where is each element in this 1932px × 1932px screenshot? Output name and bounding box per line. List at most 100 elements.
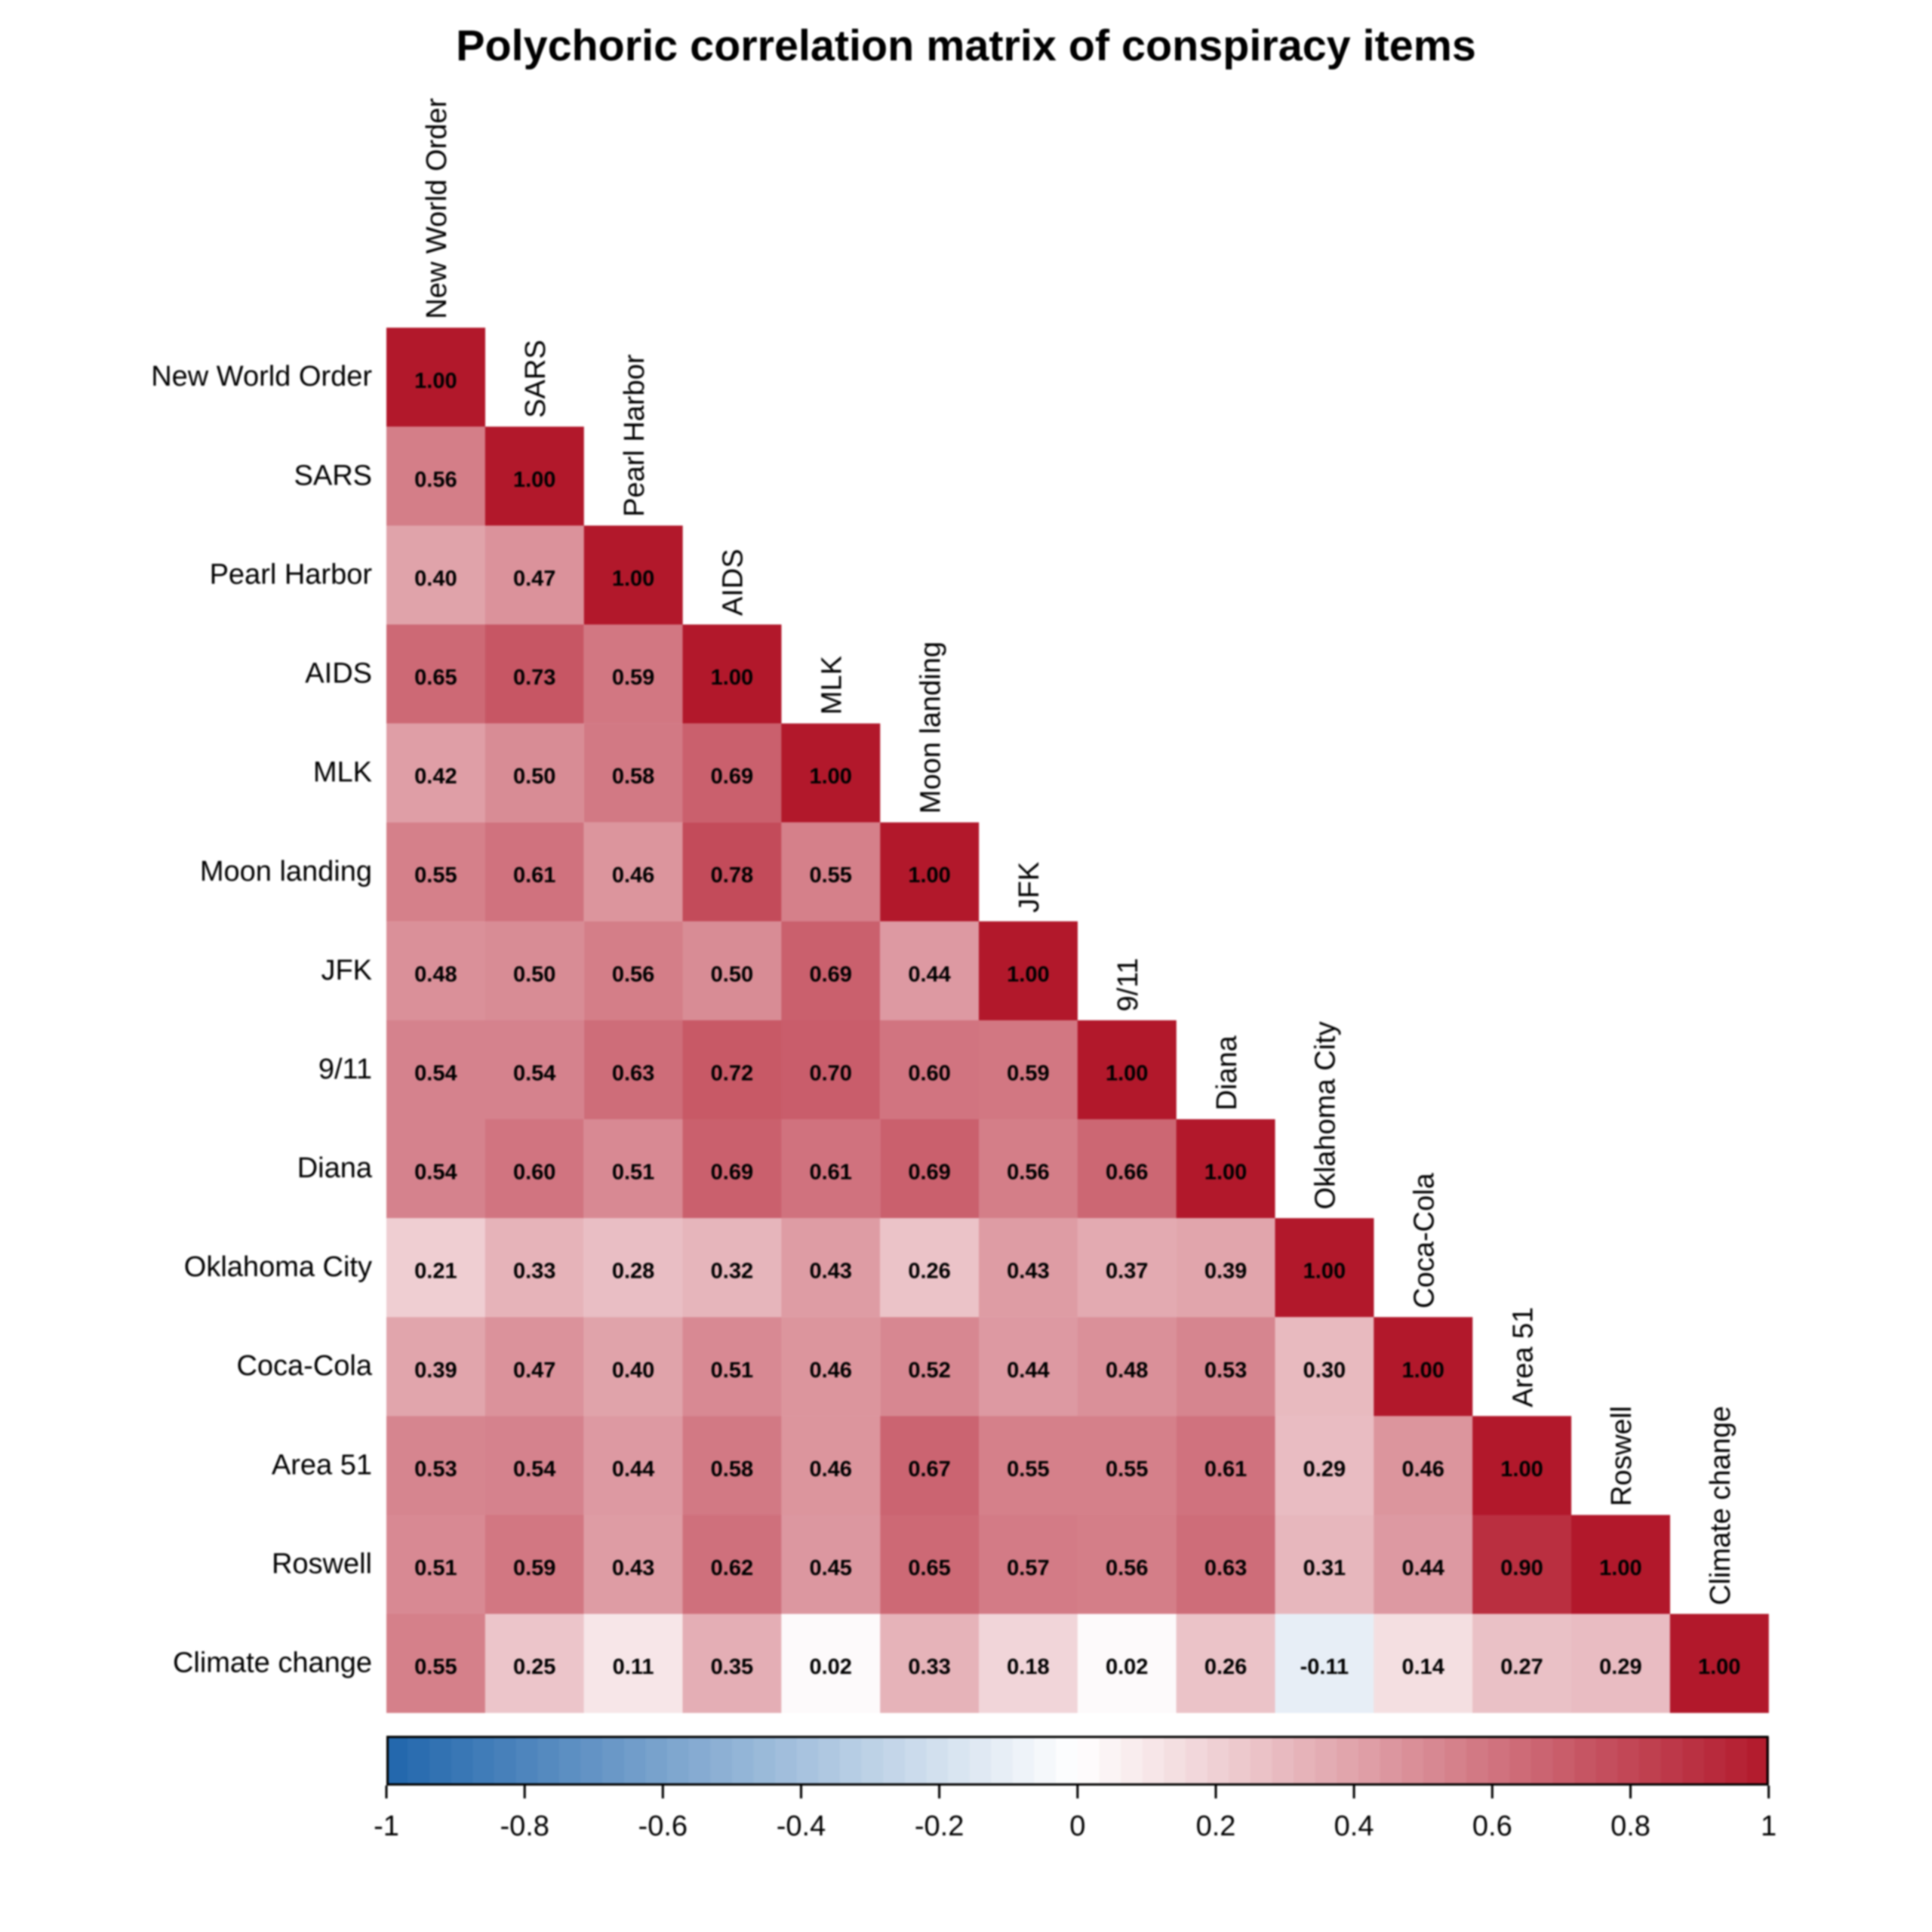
- svg-text:0.33: 0.33: [908, 1655, 950, 1679]
- svg-text:0.44: 0.44: [1401, 1556, 1444, 1580]
- svg-text:Pearl Harbor: Pearl Harbor: [210, 559, 373, 591]
- svg-text:0.65: 0.65: [414, 666, 457, 690]
- svg-text:0.40: 0.40: [414, 567, 457, 591]
- svg-text:0.54: 0.54: [513, 1062, 555, 1086]
- svg-text:0.62: 0.62: [711, 1556, 753, 1580]
- svg-text:0.60: 0.60: [513, 1161, 555, 1185]
- svg-text:0.8: 0.8: [1611, 1810, 1651, 1842]
- svg-text:SARS: SARS: [520, 340, 552, 417]
- svg-text:0.25: 0.25: [513, 1655, 555, 1679]
- svg-text:0.02: 0.02: [1106, 1655, 1148, 1679]
- svg-text:1.00: 1.00: [1007, 962, 1049, 986]
- svg-text:0.65: 0.65: [908, 1556, 950, 1580]
- svg-text:1.00: 1.00: [1500, 1457, 1543, 1481]
- svg-text:1.00: 1.00: [612, 567, 654, 591]
- svg-text:0.50: 0.50: [711, 962, 753, 986]
- svg-text:1.00: 1.00: [513, 468, 555, 492]
- svg-text:0.29: 0.29: [1599, 1655, 1641, 1679]
- svg-text:0.30: 0.30: [1303, 1358, 1346, 1383]
- svg-text:0.26: 0.26: [1204, 1655, 1247, 1679]
- svg-text:Pearl Harbor: Pearl Harbor: [619, 354, 651, 517]
- svg-text:0.43: 0.43: [612, 1556, 654, 1580]
- svg-text:0.43: 0.43: [1007, 1260, 1049, 1284]
- svg-text:0.47: 0.47: [513, 1358, 555, 1383]
- svg-text:0.61: 0.61: [513, 863, 555, 888]
- svg-text:-0.4: -0.4: [777, 1810, 826, 1842]
- svg-text:Moon landing: Moon landing: [915, 641, 946, 814]
- svg-text:0.69: 0.69: [711, 764, 753, 789]
- svg-text:0.39: 0.39: [1204, 1260, 1247, 1284]
- svg-text:Oklahoma City: Oklahoma City: [1310, 1021, 1342, 1209]
- svg-text:AIDS: AIDS: [305, 658, 372, 690]
- svg-text:Roswell: Roswell: [1606, 1406, 1638, 1506]
- svg-text:Diana: Diana: [1211, 1035, 1243, 1110]
- svg-text:-0.6: -0.6: [638, 1810, 688, 1842]
- svg-text:0.45: 0.45: [809, 1556, 851, 1580]
- svg-text:0.78: 0.78: [711, 863, 753, 888]
- svg-text:0.50: 0.50: [513, 962, 555, 986]
- svg-text:1.00: 1.00: [1401, 1358, 1444, 1383]
- svg-text:0.39: 0.39: [414, 1358, 457, 1383]
- svg-text:0.37: 0.37: [1106, 1260, 1148, 1284]
- svg-text:0.67: 0.67: [908, 1457, 950, 1481]
- svg-text:0.47: 0.47: [513, 567, 555, 591]
- svg-text:Diana: Diana: [297, 1152, 373, 1184]
- svg-text:0.51: 0.51: [612, 1161, 654, 1185]
- svg-text:Roswell: Roswell: [272, 1548, 372, 1580]
- svg-text:Climate change: Climate change: [1705, 1406, 1737, 1605]
- svg-text:0.55: 0.55: [414, 1655, 457, 1679]
- svg-text:0.40: 0.40: [612, 1358, 654, 1383]
- svg-text:-1: -1: [374, 1810, 399, 1842]
- svg-text:0.56: 0.56: [414, 468, 457, 492]
- svg-text:Area 51: Area 51: [272, 1449, 372, 1481]
- svg-text:0.44: 0.44: [908, 962, 950, 986]
- svg-text:0.55: 0.55: [1106, 1457, 1148, 1481]
- svg-text:0.73: 0.73: [513, 666, 555, 690]
- svg-text:Climate change: Climate change: [173, 1647, 372, 1679]
- svg-text:0.55: 0.55: [1007, 1457, 1049, 1481]
- svg-text:0.58: 0.58: [711, 1457, 753, 1481]
- svg-text:0.48: 0.48: [414, 962, 457, 986]
- svg-text:0.56: 0.56: [1106, 1556, 1148, 1580]
- svg-text:SARS: SARS: [294, 460, 372, 491]
- svg-text:0.35: 0.35: [711, 1655, 753, 1679]
- svg-text:Coca-Cola: Coca-Cola: [236, 1350, 372, 1382]
- svg-text:0.63: 0.63: [1204, 1556, 1247, 1580]
- svg-text:JFK: JFK: [1014, 862, 1045, 913]
- svg-text:0.63: 0.63: [612, 1062, 654, 1086]
- svg-text:0.27: 0.27: [1500, 1655, 1543, 1679]
- svg-text:0.69: 0.69: [809, 962, 851, 986]
- svg-text:0.66: 0.66: [1106, 1161, 1148, 1185]
- svg-text:0.90: 0.90: [1500, 1556, 1543, 1580]
- svg-text:0.33: 0.33: [513, 1260, 555, 1284]
- svg-text:0.58: 0.58: [612, 764, 654, 789]
- svg-text:-0.2: -0.2: [915, 1810, 964, 1842]
- svg-text:Area 51: Area 51: [1507, 1307, 1539, 1407]
- svg-text:0.53: 0.53: [1204, 1358, 1247, 1383]
- svg-text:0.56: 0.56: [1007, 1161, 1049, 1185]
- svg-text:MLK: MLK: [313, 757, 372, 789]
- svg-text:0.59: 0.59: [1007, 1062, 1049, 1086]
- svg-text:0.02: 0.02: [809, 1655, 851, 1679]
- svg-text:0.56: 0.56: [612, 962, 654, 986]
- svg-text:0.59: 0.59: [612, 666, 654, 690]
- svg-text:1.00: 1.00: [809, 764, 851, 789]
- svg-text:0.42: 0.42: [414, 764, 457, 789]
- svg-text:0.43: 0.43: [809, 1260, 851, 1284]
- svg-text:1.00: 1.00: [1698, 1655, 1740, 1679]
- svg-text:0.46: 0.46: [809, 1457, 851, 1481]
- svg-text:0.46: 0.46: [1401, 1457, 1444, 1481]
- svg-text:0.32: 0.32: [711, 1260, 753, 1284]
- svg-text:0.54: 0.54: [513, 1457, 555, 1481]
- svg-text:0.44: 0.44: [1007, 1358, 1049, 1383]
- svg-text:0.51: 0.51: [711, 1358, 753, 1383]
- svg-text:0.31: 0.31: [1303, 1556, 1346, 1580]
- svg-text:0.54: 0.54: [414, 1062, 457, 1086]
- svg-text:0.54: 0.54: [414, 1161, 457, 1185]
- svg-text:1.00: 1.00: [1599, 1556, 1641, 1580]
- svg-text:0.70: 0.70: [809, 1062, 851, 1086]
- svg-text:0.61: 0.61: [809, 1161, 851, 1185]
- svg-text:0.69: 0.69: [908, 1161, 950, 1185]
- svg-text:0.50: 0.50: [513, 764, 555, 789]
- svg-text:0.46: 0.46: [809, 1358, 851, 1383]
